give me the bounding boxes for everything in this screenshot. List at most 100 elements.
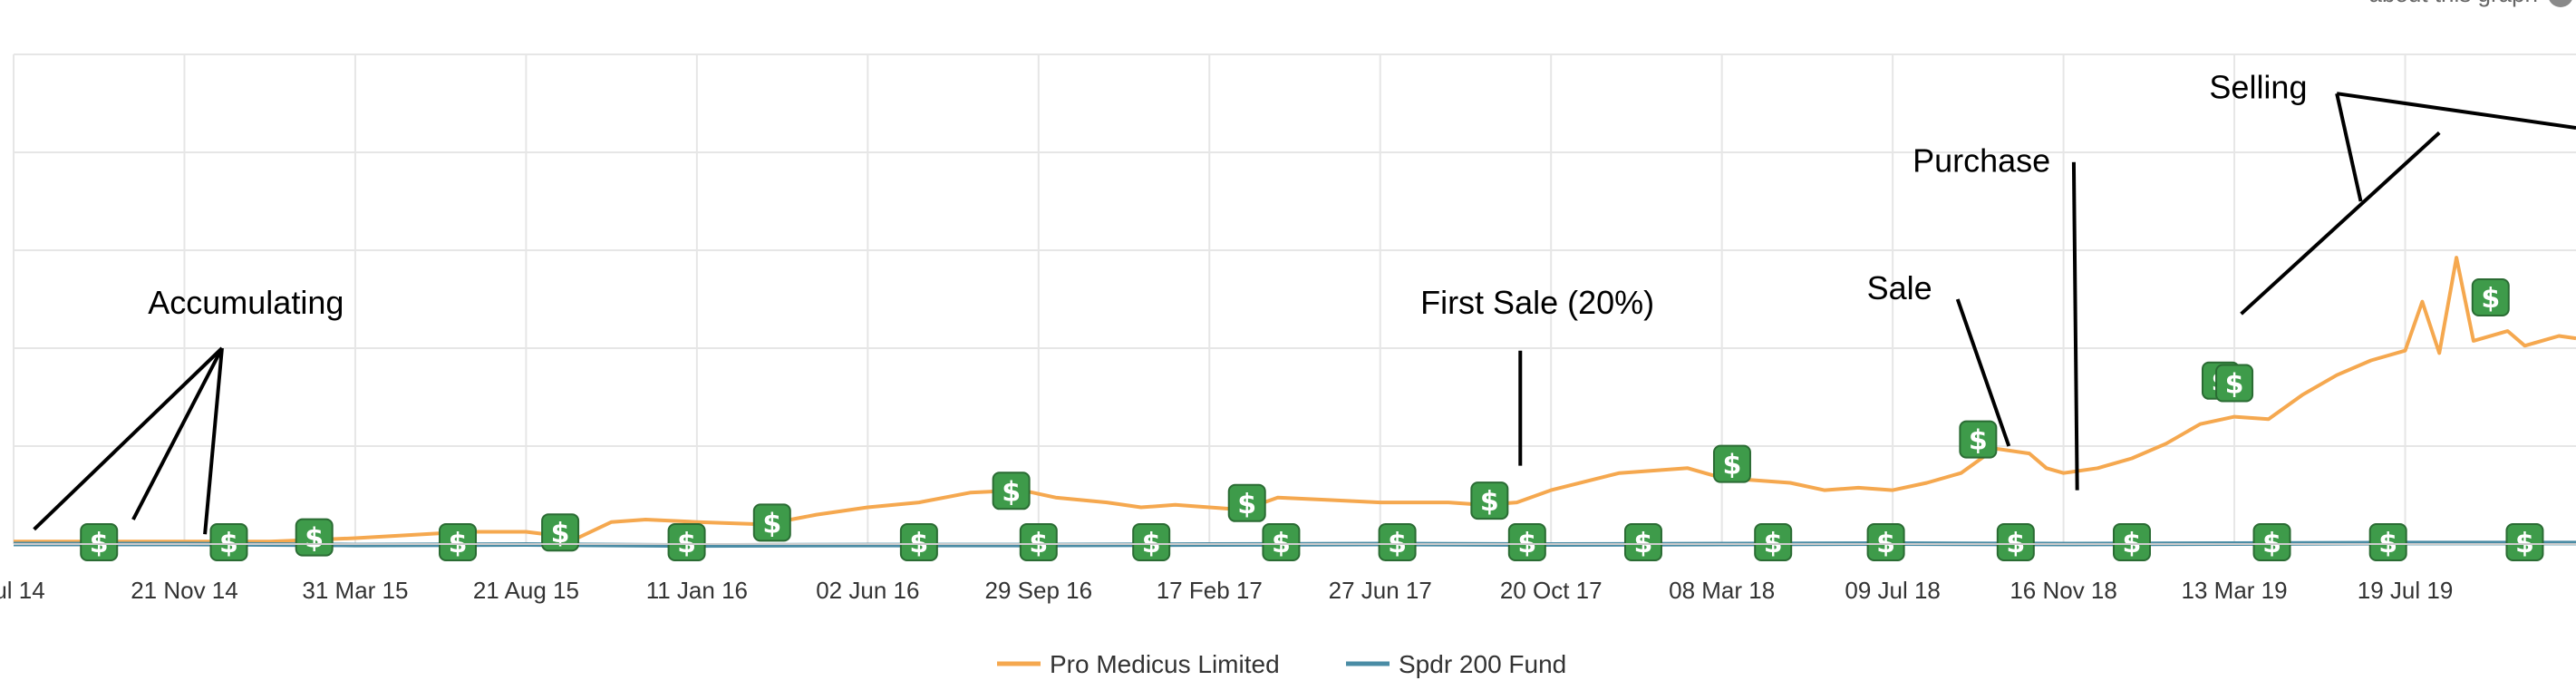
marker-badge <box>667 523 706 561</box>
annotation-line <box>2336 92 2576 130</box>
x-tick-label: 19 Jul 19 <box>2358 577 2454 604</box>
dollar-sign-icon: $ <box>1959 420 1998 459</box>
marker-badge <box>2471 278 2510 316</box>
marker-glyph: $ <box>551 518 570 549</box>
marker-glyph: $ <box>2225 369 2244 401</box>
dollar-sign-icon: $ <box>1470 481 1509 520</box>
annotation-line <box>203 347 224 535</box>
x-tick-label: 27 Jun 17 <box>1329 577 1432 604</box>
marker-badge <box>1996 523 2035 561</box>
dollar-sign-icon: $ <box>1019 523 1058 561</box>
x-axis: Jul 14 21 Nov 14 31 Mar 15 21 Aug 15 11 Jan … <box>0 543 2576 604</box>
marker-badge <box>1507 523 1546 561</box>
marker-badge <box>2112 523 2151 561</box>
marker-badge <box>2505 523 2544 561</box>
marker-badge <box>899 523 938 561</box>
marker-badge <box>1623 523 1662 561</box>
marker-glyph: $ <box>1480 486 1499 518</box>
x-tick-label: 08 Mar 18 <box>1669 577 1775 604</box>
about-graph-link[interactable]: about this graph <box>2369 0 2538 7</box>
grid <box>13 53 2576 545</box>
dollar-sign-icon: $ <box>2368 523 2407 561</box>
dollar-sign-icon: $ <box>752 503 791 542</box>
marker-badge <box>1262 523 1301 561</box>
dollar-sign-icon: $ <box>992 472 1031 510</box>
legend-label-pro-medicus[interactable]: Pro Medicus Limited <box>1050 650 1280 678</box>
dollar-sign-icon: $ <box>1227 483 1266 522</box>
marker-badge <box>1019 523 1058 561</box>
marker-badge <box>1470 481 1509 520</box>
marker-badge <box>1754 523 1793 561</box>
marker-badge <box>80 523 119 561</box>
dollar-sign-icon: $ <box>667 523 706 561</box>
annotation-label: Purchase <box>1913 142 2050 180</box>
x-tick-label: 13 Mar 19 <box>2182 577 2288 604</box>
marker-badge <box>1866 523 1905 561</box>
marker-badge <box>992 472 1031 510</box>
annotation-line <box>131 347 224 520</box>
x-tick-label: 29 Sep 16 <box>985 577 1093 604</box>
dollar-sign-icon: $ <box>1866 523 1905 561</box>
marker-badge <box>541 513 580 552</box>
marker-badge <box>2215 364 2254 403</box>
marker-badge <box>439 523 478 561</box>
x-tick-label: 21 Nov 14 <box>131 577 238 604</box>
x-tick-label: 31 Mar 15 <box>302 577 408 604</box>
dollar-sign-icon: $ <box>1623 523 1662 561</box>
marker-glyph: $ <box>1237 489 1256 520</box>
marker-badge <box>295 518 334 557</box>
dollar-sign-icon: $ <box>2252 523 2291 561</box>
x-tick-label: 09 Jul 18 <box>1845 577 1941 604</box>
annotation-line <box>2071 161 2079 491</box>
annotation-line <box>33 346 224 531</box>
marker-badge <box>1712 444 1751 483</box>
marker-badge <box>1227 483 1266 522</box>
annotation-label: Selling <box>2209 69 2307 106</box>
dollar-sign-icon: $ <box>1754 523 1793 561</box>
dollar-sign-icon: $ <box>2471 278 2510 316</box>
dollar-sign-icon: $ <box>1132 523 1171 561</box>
dollar-sign-icon: $ <box>1262 523 1301 561</box>
x-tick-label: 17 Feb 17 <box>1157 577 1263 604</box>
dollar-sign-icon: $ <box>209 523 248 561</box>
marker-badge <box>2252 523 2291 561</box>
dollar-sign-icon: $ <box>1507 523 1546 561</box>
dollar-sign-icon: $ <box>2505 523 2544 561</box>
x-tick-label: 02 Jun 16 <box>816 577 919 604</box>
dollar-sign-icon: $ <box>80 523 119 561</box>
marker-badge <box>209 523 248 561</box>
dollar-sign-icon: $ <box>1712 444 1751 483</box>
dollar-sign-icon: $ <box>899 523 938 561</box>
dollar-sign-icon: $ <box>1378 523 1417 561</box>
annotation-line <box>2240 131 2441 316</box>
annotation-label: Accumulating <box>148 284 344 321</box>
legend-label-spdr[interactable]: Spdr 200 Fund <box>1399 650 1566 678</box>
marker-glyph: $ <box>1969 425 1988 457</box>
marker-glyph: $ <box>1002 476 1021 508</box>
annotation-label: Sale <box>1867 269 1932 306</box>
x-tick-label: 20 Oct 17 <box>1500 577 1603 604</box>
annotation-line <box>1955 298 2011 447</box>
transaction-markers: $$$$$$$$$$$$$$$$$$$$$$$$$$$$$ <box>80 278 2544 561</box>
marker-badge <box>1132 523 1171 561</box>
marker-glyph: $ <box>762 508 781 540</box>
marker-glyph: $ <box>1723 450 1742 481</box>
annotation-label: First Sale (20%) <box>1420 284 1654 321</box>
dollar-sign-icon: $ <box>541 513 580 552</box>
legend: Pro Medicus Limited Spdr 200 Fund <box>997 650 1566 678</box>
marker-badge <box>752 503 791 542</box>
annotations: Accumulating First Sale (20%) Sale Purchase… <box>33 69 2576 535</box>
annotation-line <box>2335 92 2363 202</box>
marker-badge <box>1378 523 1417 561</box>
info-icon[interactable] <box>2548 0 2573 7</box>
series-lines <box>14 256 2576 549</box>
marker-glyph: $ <box>305 523 324 555</box>
series-line-pro-medicus <box>14 256 2576 544</box>
x-tick-label: 21 Aug 15 <box>473 577 579 604</box>
dollar-sign-icon: $ <box>295 518 334 557</box>
marker-glyph: $ <box>2481 283 2500 315</box>
dollar-sign-icon: $ <box>439 523 478 561</box>
x-tick-label: 11 Jan 16 <box>646 577 748 604</box>
marker-badge <box>1959 420 1998 459</box>
